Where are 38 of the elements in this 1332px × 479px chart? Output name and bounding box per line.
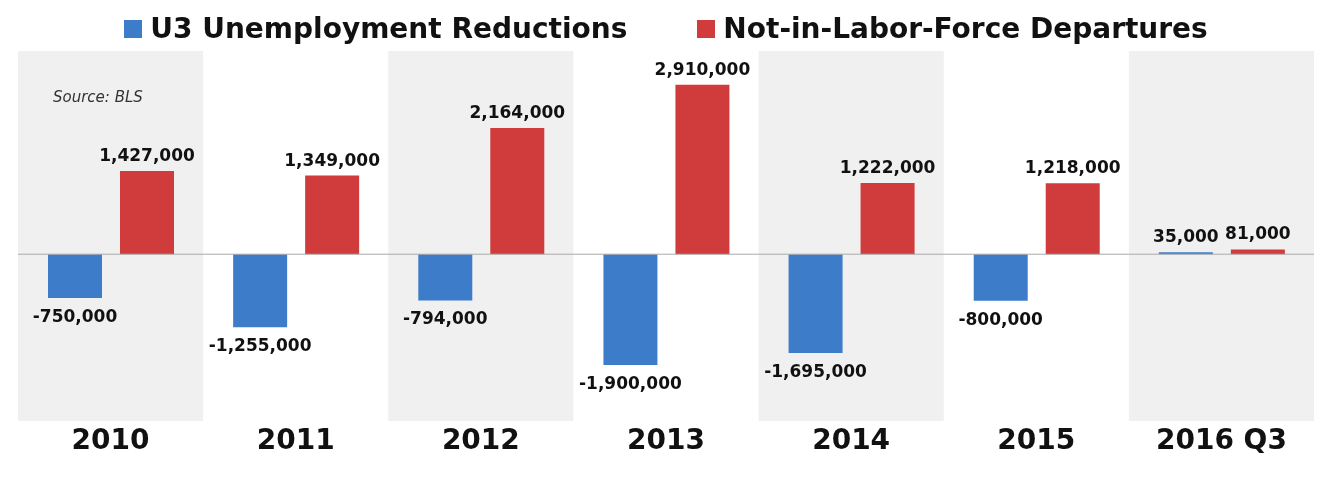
bar [603,254,658,365]
bar [973,254,1028,301]
bar [788,254,843,353]
data-label: -1,255,000 [208,335,312,356]
data-label: 1,222,000 [839,157,936,177]
x-tick-label: 2010 [71,422,150,456]
bar [1230,249,1285,255]
data-label: -1,900,000 [579,372,682,393]
legend-label: U3 Unemployment Reductions [149,12,628,45]
data-label: 2,910,000 [654,58,751,79]
bar [860,183,915,255]
bar [305,175,360,255]
bar [120,171,174,255]
data-label: 1,427,000 [99,145,196,166]
data-label: 1,349,000 [284,149,381,170]
data-label: 81,000 [1225,223,1291,244]
x-tick-label: 2014 [812,422,891,456]
x-tick-label: 2015 [997,422,1076,456]
bar [418,254,473,301]
x-tick-label: 2016 Q3 [1155,422,1287,456]
data-label: -750,000 [32,305,118,326]
bar [233,254,288,328]
data-label: 1,218,000 [1024,157,1121,178]
bar [675,84,730,255]
bar [48,254,102,298]
bar [490,128,545,255]
legend-label: Not-in-Labor-Force Departures [722,12,1208,45]
annotation: Source: BLS [53,88,143,106]
data-label: -800,000 [958,308,1044,329]
x-tick-label: 2011 [256,422,335,456]
bar [1045,183,1100,255]
data-label: -1,695,000 [764,360,868,381]
bar [1158,252,1213,255]
x-tick-label: 2012 [441,422,520,456]
x-tick-label: 2013 [627,422,705,456]
data-label: 2,164,000 [469,102,566,123]
data-label: 35,000 [1153,226,1219,247]
data-label: -794,000 [403,308,488,329]
